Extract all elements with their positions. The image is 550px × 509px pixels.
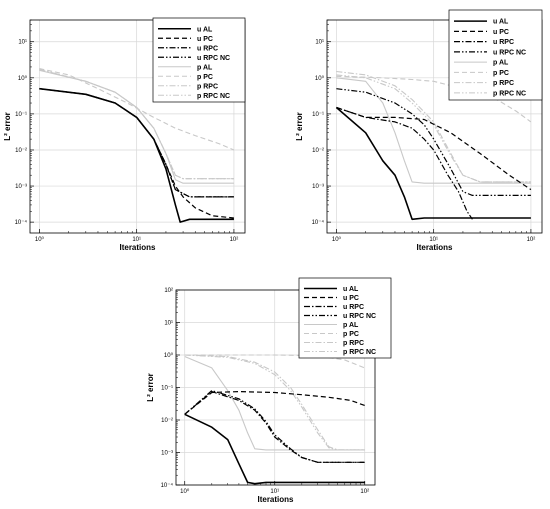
legend-label-u-al: u AL: [197, 26, 213, 33]
y-axis-label: L² error: [146, 373, 155, 401]
y-tick-label: 10⁻³: [312, 184, 324, 190]
legend-label-u-pc: u PC: [493, 29, 509, 36]
plot-frame: [29, 19, 246, 234]
series-line-u-pc: [184, 391, 365, 415]
legend-label-p-rpc-nc: p RPC NC: [197, 93, 230, 100]
legend-label-u-rpc-nc: u RPC NC: [197, 55, 230, 62]
legend-label-p-rpc-nc: p RPC NC: [493, 90, 526, 97]
series-group: [184, 354, 365, 485]
y-tick-label: 10⁰: [315, 75, 325, 82]
y-tick-label: 10⁻¹: [161, 386, 173, 392]
chart-1: 10⁰ 10¹ 10²10⁻⁴10⁻³10⁻²10⁻¹10⁰10¹Iteration…: [3, 17, 246, 252]
series-line-p-al: [336, 77, 531, 184]
series-line-u-rpc-nc: [39, 88, 234, 198]
legend: u AL u PC u RPC u RPC NC p AL p PC p RPC p RPC …: [298, 277, 392, 359]
series-line-p-pc: [336, 75, 532, 123]
y-tick-label: 10⁰: [164, 352, 174, 359]
series-line-p-rpc-nc: [39, 68, 234, 180]
y-tick-label: 10⁻¹: [15, 112, 27, 118]
series-line-u-rpc-nc: [336, 88, 531, 196]
legend-label-u-pc: u PC: [197, 36, 213, 43]
legend-label-u-rpc-nc: u RPC NC: [493, 49, 526, 56]
x-tick-label: 10¹: [270, 489, 279, 495]
y-tick-label: 10⁻⁴: [15, 219, 28, 226]
legend-box: [298, 277, 392, 359]
x-axis-label: Iterations: [119, 243, 156, 252]
series-group: [335, 70, 532, 221]
series-line-p-rpc-nc: [184, 354, 365, 451]
legend-label-p-pc: p PC: [343, 331, 359, 338]
x-axis-label: Iterations: [257, 495, 294, 504]
legend-label-p-al: p AL: [343, 322, 359, 329]
legend-label-p-al: p AL: [493, 60, 509, 67]
legend-label-u-pc: u PC: [343, 295, 359, 302]
legend-label-p-rpc-nc: p RPC NC: [343, 349, 376, 356]
y-tick-label: 10⁻²: [15, 148, 27, 154]
legend-box: [448, 9, 543, 101]
y-tick-label: 10¹: [315, 40, 324, 46]
legend-label-u-rpc: u RPC: [493, 39, 514, 46]
x-tick-label: 10¹: [132, 237, 141, 243]
legend-box: [152, 17, 246, 103]
x-tick-label: 10⁰: [35, 236, 45, 243]
legend: u AL u PC u RPC u RPC NC p AL p PC p RPC p RPC …: [152, 17, 246, 103]
x-tick-label: 10¹: [429, 237, 438, 243]
series-line-u-rpc: [184, 391, 365, 463]
legend-label-p-pc: p PC: [197, 74, 213, 81]
y-tick-label: 10⁻²: [161, 418, 173, 424]
series-line-p-pc: [184, 354, 365, 369]
legend-label-p-rpc: p RPC: [493, 80, 514, 87]
y-tick-label: 10⁻³: [15, 184, 27, 190]
legend-label-u-rpc: u RPC: [343, 304, 364, 311]
series-line-p-al: [184, 355, 365, 451]
legend-label-u-al: u AL: [493, 19, 509, 26]
series-line-u-pc: [39, 88, 234, 219]
x-axis-label: Iterations: [416, 243, 453, 252]
y-tick-label: 10⁻⁴: [161, 482, 174, 489]
x-tick-label: 10²: [527, 237, 536, 243]
x-tick-label: 10⁰: [180, 488, 190, 495]
y-tick-label: 10⁻⁴: [312, 219, 325, 226]
y-tick-label: 10²: [164, 288, 173, 294]
legend-label-p-al: p AL: [197, 64, 213, 71]
plot-frame: [326, 19, 543, 234]
y-tick-label: 10⁻³: [161, 451, 173, 457]
y-tick-label: 10⁻²: [312, 148, 324, 154]
legend-label-p-pc: p PC: [493, 70, 509, 77]
legend-label-u-rpc: u RPC: [197, 45, 218, 52]
x-tick-label: 10⁰: [332, 236, 342, 243]
plot-frame: [175, 289, 376, 486]
legend-label-u-rpc-nc: u RPC NC: [343, 313, 376, 320]
y-tick-label: 10¹: [164, 321, 173, 327]
legend-label-p-rpc: p RPC: [197, 83, 218, 90]
y-tick-label: 10⁰: [18, 75, 28, 82]
series-line-u-pc: [336, 106, 532, 191]
x-tick-label: 10²: [360, 489, 369, 495]
y-axis-label: L² error: [295, 112, 304, 140]
legend-label-u-al: u AL: [343, 286, 359, 293]
chart-2: 10⁰ 10¹ 10²10⁻⁴10⁻³10⁻²10⁻¹10⁰10¹Iteration…: [295, 9, 543, 252]
series-line-u-al: [184, 413, 365, 485]
x-tick-label: 10²: [230, 237, 239, 243]
y-axis-label: L² error: [3, 112, 12, 140]
y-tick-label: 10⁻¹: [312, 112, 324, 118]
series-line-u-al: [335, 106, 531, 221]
series-group: [39, 68, 235, 223]
legend: u AL u PC u RPC u RPC NC p AL p PC p RPC p RPC …: [448, 9, 543, 101]
legend-label-p-rpc: p RPC: [343, 340, 364, 347]
y-tick-label: 10¹: [18, 40, 27, 46]
chart-3: 10⁰ 10¹ 10² 10⁻⁴ 10⁻³ 10⁻² 10⁻¹ 10⁰ 10¹ 10² Iterat…: [146, 277, 392, 504]
